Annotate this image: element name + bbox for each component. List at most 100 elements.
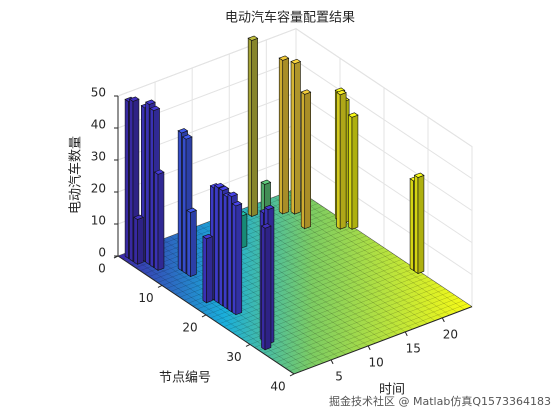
y-tick	[404, 331, 408, 337]
floor-tile-line	[221, 216, 398, 335]
floor-tile-line	[289, 303, 468, 372]
x-tick-label: 40	[270, 379, 285, 393]
y-tick-label: 5	[335, 369, 343, 383]
bar-face-node	[417, 174, 425, 274]
bar-face-node	[206, 236, 213, 304]
bar-face-time	[261, 225, 266, 351]
x-tick	[289, 373, 295, 377]
floor-tile-line	[219, 256, 398, 325]
bar	[290, 58, 302, 215]
bar-face-node	[264, 225, 272, 351]
bar-top	[128, 96, 140, 102]
bar-top	[260, 223, 272, 229]
bar-top	[231, 201, 243, 207]
bar-top	[278, 55, 290, 61]
bar-face-time	[227, 193, 232, 313]
bar-face-node	[251, 37, 258, 217]
bar-face-node	[235, 203, 243, 316]
floor-tile-line	[229, 213, 406, 333]
bar-face-node	[157, 171, 165, 271]
bar-face-node	[137, 216, 144, 265]
floor-tile-line	[214, 253, 393, 322]
z-tick-label: 10	[91, 214, 106, 228]
bar-face-node	[304, 91, 311, 230]
floor-tile-line	[258, 282, 437, 351]
bar	[300, 89, 312, 230]
bar-face-time	[218, 187, 223, 307]
bar-top	[336, 89, 347, 96]
floor-tile-line	[223, 259, 402, 327]
bar-face-time	[129, 98, 134, 262]
bar	[186, 207, 198, 278]
z-tick-label: 30	[91, 150, 106, 164]
y-axis-label: 时间	[379, 383, 405, 398]
bar-face-node	[339, 92, 347, 230]
bar-top	[202, 233, 214, 240]
bar-top	[177, 128, 189, 134]
bar-top	[263, 204, 275, 211]
bar-face-node	[190, 209, 197, 278]
bar-top	[227, 191, 239, 197]
bar	[133, 214, 144, 265]
floor-tile-line	[295, 188, 473, 307]
floor-tile-line	[280, 297, 459, 366]
bar-face-time	[202, 235, 207, 304]
bar-face-time	[154, 171, 159, 271]
floor-tile-line	[276, 294, 455, 363]
y-axis-line	[293, 306, 473, 375]
bar-face-time	[278, 57, 284, 215]
x-tick	[201, 314, 207, 318]
bar-face-time	[336, 91, 341, 230]
bar-face-time	[232, 203, 237, 316]
bar	[153, 169, 165, 271]
bar	[413, 172, 425, 275]
floor-tile-line	[285, 300, 464, 369]
bar	[260, 223, 272, 351]
bar-top	[334, 87, 346, 93]
bar-top	[214, 182, 225, 189]
watermark: 掘金技术社区 @ Matlab仿真Q1573364183	[329, 394, 551, 408]
bar-top	[149, 105, 161, 111]
z-axis-label: 电动汽车数量	[68, 136, 84, 214]
floor-tile-line	[227, 262, 407, 330]
y-tick	[441, 317, 445, 323]
floor-tile-line	[263, 285, 442, 354]
floor-tile-line	[266, 199, 443, 319]
bar-face-time	[300, 91, 306, 230]
bar-face-node	[282, 57, 289, 215]
floor-tile-line	[249, 276, 429, 345]
floor-tile-line	[166, 220, 345, 289]
bar	[278, 55, 290, 215]
x-tick-label: 20	[182, 320, 197, 334]
bar-top	[186, 207, 198, 213]
bar-top	[347, 112, 359, 118]
bar-face-time	[124, 98, 129, 260]
bar-face-time	[414, 174, 419, 275]
bar	[231, 201, 243, 316]
bar-top	[133, 214, 144, 220]
bar-top	[181, 134, 193, 140]
bar-top	[218, 185, 230, 192]
bar-face-time	[223, 193, 228, 310]
y-tick-label: 15	[406, 341, 421, 355]
bar-top	[153, 169, 165, 175]
chart-title: 电动汽车容量配置结果	[225, 10, 355, 26]
bar	[347, 112, 359, 230]
floor-tile-line	[288, 191, 465, 310]
floor-tile-line	[258, 202, 436, 321]
x-tick	[157, 285, 163, 288]
x-axis-label: 节点编号	[159, 371, 211, 386]
floor-tile-line	[251, 205, 428, 324]
bar-face-time	[177, 130, 182, 272]
x-tick-label: 30	[226, 350, 241, 364]
bar-face-time	[133, 216, 138, 265]
bar-top	[413, 172, 425, 178]
y-tick	[367, 345, 371, 351]
bar-top	[260, 179, 272, 185]
bar-top	[145, 99, 156, 105]
bar	[202, 233, 214, 304]
y-tick-label: 10	[369, 355, 384, 369]
bar-face-time	[186, 209, 191, 278]
